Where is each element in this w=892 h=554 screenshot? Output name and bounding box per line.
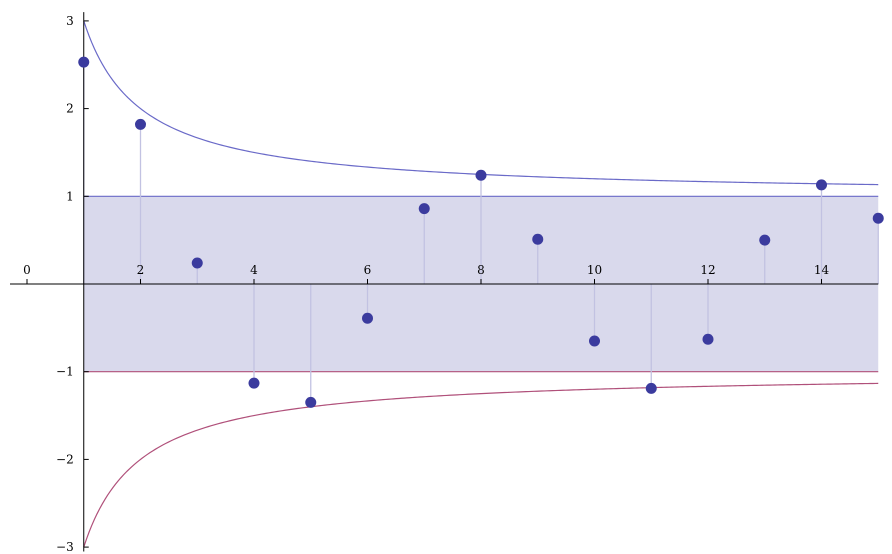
lower-envelope-curve bbox=[83, 382, 879, 548]
y-tick-label: 3 bbox=[66, 14, 74, 28]
data-point bbox=[191, 257, 203, 269]
data-point bbox=[418, 203, 430, 215]
x-tick-label: 0 bbox=[23, 263, 31, 277]
data-point bbox=[305, 396, 317, 408]
points-group bbox=[78, 56, 884, 408]
data-point bbox=[702, 333, 714, 345]
x-tick-label: 4 bbox=[250, 263, 258, 277]
x-tick-label: 14 bbox=[814, 263, 830, 277]
data-point bbox=[759, 234, 771, 246]
data-point bbox=[532, 233, 544, 245]
y-ticks-group: −3 −2 −1 1 2 3 bbox=[56, 14, 89, 554]
x-tick-label: 2 bbox=[137, 263, 145, 277]
data-point bbox=[362, 312, 373, 324]
x-tick-label: 10 bbox=[587, 263, 602, 277]
data-point bbox=[872, 212, 884, 224]
y-tick-label: 2 bbox=[66, 102, 74, 116]
y-tick-label: −3 bbox=[56, 540, 74, 554]
x-tick-label: 6 bbox=[364, 263, 372, 277]
y-tick-label: −1 bbox=[56, 365, 74, 379]
x-tick-label: 8 bbox=[477, 263, 485, 277]
y-tick-label: 1 bbox=[66, 189, 74, 203]
x-tick-label: 12 bbox=[700, 263, 715, 277]
data-point bbox=[135, 118, 146, 130]
x-ticks-group: 0 2 4 6 8 10 12 14 bbox=[23, 263, 829, 284]
data-point bbox=[78, 56, 90, 68]
data-point bbox=[475, 169, 487, 181]
data-point bbox=[645, 382, 657, 394]
data-point bbox=[816, 179, 827, 191]
data-point bbox=[589, 335, 600, 347]
y-tick-label: −2 bbox=[56, 452, 74, 466]
upper-envelope-curve bbox=[83, 20, 879, 186]
data-point bbox=[248, 377, 260, 389]
